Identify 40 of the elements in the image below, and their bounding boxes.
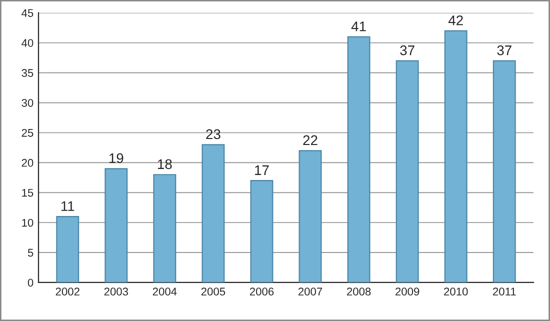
x-tick-label: 2011 <box>492 288 516 296</box>
x-tick-label: 2007 <box>298 288 322 296</box>
x-tick-label: 2005 <box>201 288 226 296</box>
y-tick-label: 10 <box>22 218 34 227</box>
bar <box>250 180 274 282</box>
data-label: 23 <box>206 129 220 140</box>
x-tick-label: 2003 <box>104 288 128 296</box>
y-tick-label: 35 <box>22 69 34 77</box>
bar <box>104 168 128 282</box>
data-label: 37 <box>400 45 414 56</box>
y-tick-label: 45 <box>22 9 34 17</box>
y-tick-label: 40 <box>22 39 34 47</box>
data-label: 17 <box>255 165 269 175</box>
x-tick-label: 2004 <box>152 288 177 296</box>
bar <box>56 216 80 282</box>
y-tick-label: 25 <box>22 128 34 137</box>
y-tick-label: 20 <box>22 158 34 167</box>
x-tick-label: 2006 <box>250 288 274 296</box>
x-tick-label: 2002 <box>56 288 80 296</box>
bar <box>444 30 468 282</box>
bar <box>492 60 516 282</box>
y-tick-label: 30 <box>22 98 34 107</box>
bar <box>298 150 322 282</box>
bar <box>347 36 370 282</box>
data-label: 37 <box>497 45 512 56</box>
bar <box>153 174 176 282</box>
data-label: 19 <box>109 153 124 164</box>
y-tick-label: 15 <box>22 188 34 197</box>
data-label: 11 <box>61 201 74 211</box>
data-label: 41 <box>351 22 366 32</box>
x-tick-label: 2008 <box>346 288 371 296</box>
bar <box>396 60 419 282</box>
data-label: 18 <box>158 159 172 170</box>
x-tick-label: 2009 <box>396 288 420 296</box>
x-tick-label: 2010 <box>444 288 468 296</box>
data-label: 42 <box>448 15 463 26</box>
y-tick-label: 5 <box>28 248 34 257</box>
y-tick-label: 0 <box>28 278 34 287</box>
data-label: 22 <box>303 135 318 145</box>
bar <box>202 144 225 282</box>
